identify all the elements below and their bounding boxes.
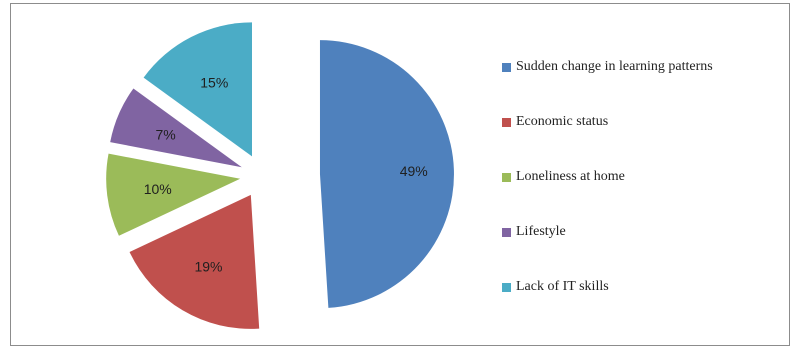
legend-label: Lack of IT skills <box>516 279 609 294</box>
legend-item-loneliness: Loneliness at home <box>502 166 625 188</box>
legend-label: Lifestyle <box>516 224 566 239</box>
legend-swatch <box>502 62 511 72</box>
pie-data-label: 19% <box>194 258 222 274</box>
pie-slice-sudden-change-in-learning-patterns <box>319 40 454 308</box>
legend-swatch <box>502 172 511 182</box>
pie-data-label: 7% <box>155 126 175 142</box>
legend-item-sudden-change: Sudden change in learning patterns <box>502 56 713 78</box>
legend-item-lack-it-skills: Lack of IT skills <box>502 276 609 298</box>
pie-data-label: 49% <box>400 163 428 179</box>
pie-slice-lack-of-it-skills <box>143 22 253 157</box>
legend-swatch <box>502 117 511 127</box>
pie-slice-lifestyle <box>110 88 242 168</box>
pie-slice-loneliness-at-home <box>106 153 241 236</box>
legend-label: Loneliness at home <box>516 169 625 184</box>
legend-label: Economic status <box>516 114 609 129</box>
legend-item-lifestyle: Lifestyle <box>502 221 566 243</box>
pie-data-label: 10% <box>144 181 172 197</box>
legend-item-economic-status: Economic status <box>502 111 608 133</box>
legend-label: Sudden change in learning patterns <box>516 59 713 74</box>
pie-data-label: 15% <box>200 74 228 90</box>
legend-swatch <box>502 282 511 292</box>
pie-slice-economic-status <box>129 194 260 329</box>
legend-swatch <box>502 227 511 237</box>
